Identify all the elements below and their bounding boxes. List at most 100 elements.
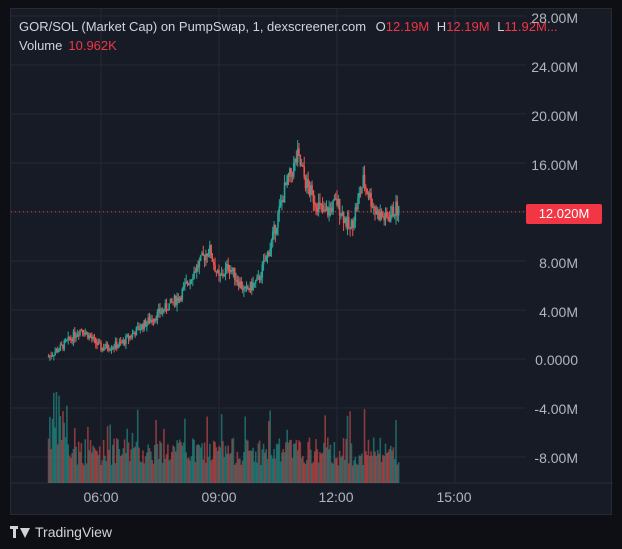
volume-bar	[290, 439, 292, 483]
volume-bar	[53, 392, 55, 483]
candle-body	[202, 253, 205, 256]
price-chart-svg[interactable]	[11, 9, 613, 516]
candle-body	[332, 200, 334, 213]
volume-bar	[303, 462, 306, 483]
volume-bar	[332, 463, 334, 483]
candle-body	[349, 227, 351, 229]
volume-bar	[391, 450, 393, 483]
candle-body	[140, 324, 143, 330]
volume-bar	[270, 455, 273, 483]
candle-body	[80, 329, 83, 331]
volume-bar	[325, 447, 328, 483]
volume-bar	[168, 460, 170, 483]
candle-body	[178, 297, 181, 302]
volume-bar	[126, 428, 129, 483]
candle-body	[291, 174, 294, 177]
volume-bar	[220, 414, 223, 483]
candle-body	[273, 224, 275, 232]
volume-bar	[397, 462, 400, 483]
candle-body	[264, 260, 266, 262]
volume-bar	[289, 440, 291, 483]
volume-bar	[345, 439, 347, 483]
candle-body	[83, 332, 85, 335]
volume-bar	[161, 462, 164, 483]
volume-bar	[362, 464, 365, 483]
volume-bar	[174, 451, 177, 483]
time-axis-label: 09:00	[201, 489, 237, 505]
candle-body	[223, 274, 226, 276]
candle-body	[157, 308, 160, 312]
volume-bar	[307, 442, 309, 483]
volume-bar	[110, 464, 113, 483]
open-key: O	[375, 19, 386, 34]
candle-body	[227, 264, 229, 271]
candle-body	[228, 270, 231, 273]
candle-body	[91, 337, 93, 339]
volume-bar	[84, 439, 87, 483]
candle-body	[194, 271, 197, 273]
candle-body	[222, 273, 224, 276]
candle-body	[146, 323, 148, 327]
volume-bar	[328, 449, 330, 483]
volume-bar	[159, 440, 161, 483]
volume-bar	[286, 429, 288, 483]
volume-bar	[184, 418, 186, 483]
chart-panel[interactable]: GOR/SOL (Market Cap) on PumpSwap, 1, dex…	[10, 8, 613, 516]
candle-body	[199, 255, 202, 261]
candle-body	[142, 324, 144, 330]
candle-body	[148, 317, 151, 323]
candle-body	[56, 349, 59, 352]
candle-body	[88, 335, 90, 339]
candle-body	[325, 207, 328, 212]
volume-bar	[252, 447, 254, 483]
volume-bar	[89, 440, 92, 483]
volume-bar	[379, 437, 382, 483]
candle-body	[239, 281, 241, 287]
volume-bar	[365, 451, 367, 483]
volume-bar	[382, 454, 384, 483]
volume-bar	[281, 452, 283, 483]
volume-bar	[319, 451, 321, 483]
candle-body	[299, 154, 302, 166]
candle-body	[54, 352, 56, 356]
volume-bar	[181, 445, 184, 483]
candle-body	[265, 255, 267, 262]
candle-body	[172, 301, 174, 303]
volume-bar	[357, 465, 359, 483]
volume-bar	[191, 438, 194, 483]
volume-bar	[156, 443, 159, 483]
candle-body	[277, 213, 279, 228]
volume-bar	[97, 455, 100, 483]
volume-bar	[231, 438, 233, 483]
candle-body	[230, 269, 232, 273]
candle-body	[278, 206, 281, 214]
volume-bar	[125, 453, 127, 483]
price-axis-label: 8.00M	[539, 255, 578, 271]
candle-body	[355, 207, 358, 210]
candle-body	[235, 279, 237, 281]
volume-bar	[354, 456, 357, 483]
candle-body	[195, 265, 198, 273]
volume-bar	[348, 463, 350, 483]
volume-bar	[143, 463, 146, 483]
volume-bar	[165, 454, 168, 483]
candle-body	[113, 347, 115, 349]
tradingview-brand[interactable]: TradingView	[10, 522, 112, 542]
candle-body	[72, 331, 75, 342]
volume-bar	[323, 442, 325, 483]
candle-body	[296, 148, 299, 163]
volume-bar	[194, 462, 197, 483]
candle-body	[112, 347, 114, 350]
volume-bar	[190, 456, 193, 483]
candle-body	[191, 278, 194, 280]
legend-row-ohlc: GOR/SOL (Market Cap) on PumpSwap, 1, dex…	[19, 18, 558, 35]
candle-body	[147, 317, 149, 324]
candle-body	[177, 297, 180, 302]
volume-bar	[275, 443, 278, 483]
candle-body	[171, 298, 173, 302]
candle-body	[55, 349, 58, 353]
volume-bar	[361, 453, 363, 483]
candle-body	[241, 288, 244, 291]
volume-bar	[122, 448, 125, 483]
volume-bar	[197, 444, 199, 483]
